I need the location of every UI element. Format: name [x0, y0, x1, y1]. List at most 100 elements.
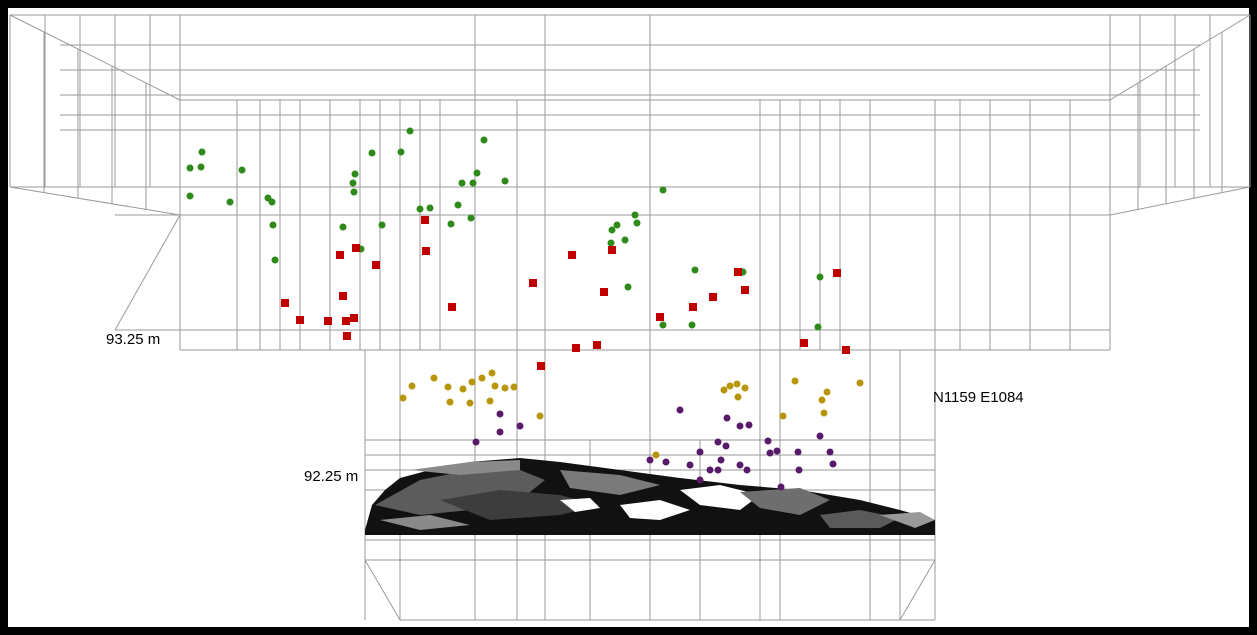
find-marker	[409, 383, 416, 390]
find-marker	[608, 246, 616, 254]
find-marker	[339, 292, 347, 300]
find-marker	[780, 413, 787, 420]
find-marker	[842, 346, 850, 354]
find-marker	[489, 370, 496, 377]
find-marker	[568, 251, 576, 259]
find-marker	[653, 452, 660, 459]
find-marker	[647, 457, 654, 464]
find-marker	[352, 244, 360, 252]
find-marker	[830, 461, 837, 468]
find-marker	[467, 400, 474, 407]
grid-location-label: N1159 E1084	[933, 389, 1024, 406]
find-marker	[572, 344, 580, 352]
find-marker	[511, 384, 518, 391]
find-marker	[281, 299, 289, 307]
find-marker	[336, 251, 344, 259]
find-marker	[445, 384, 452, 391]
find-marker	[727, 383, 734, 390]
find-marker	[473, 439, 480, 446]
find-marker	[447, 399, 454, 406]
find-marker	[765, 438, 772, 445]
find-marker	[342, 317, 350, 325]
find-marker	[857, 380, 864, 387]
find-marker	[481, 137, 488, 144]
find-marker	[497, 429, 504, 436]
find-marker	[529, 279, 537, 287]
find-marker	[614, 222, 621, 229]
find-marker	[187, 165, 194, 172]
find-marker	[778, 484, 785, 491]
find-marker	[199, 149, 206, 156]
find-marker	[741, 286, 749, 294]
find-marker	[497, 411, 504, 418]
find-marker	[502, 178, 509, 185]
find-marker	[632, 212, 639, 219]
find-marker	[343, 332, 351, 340]
find-marker	[407, 128, 414, 135]
find-marker	[492, 383, 499, 390]
find-marker	[687, 462, 694, 469]
find-marker	[468, 215, 475, 222]
find-marker	[689, 303, 697, 311]
find-marker	[431, 375, 438, 382]
find-marker	[517, 423, 524, 430]
find-marker	[350, 314, 358, 322]
find-marker	[715, 467, 722, 474]
find-marker	[455, 202, 462, 209]
find-marker	[448, 221, 455, 228]
find-marker	[795, 449, 802, 456]
find-marker	[469, 379, 476, 386]
find-marker	[379, 222, 386, 229]
find-marker	[660, 187, 667, 194]
find-marker	[660, 322, 667, 329]
find-marker	[697, 449, 704, 456]
find-marker	[815, 324, 822, 331]
find-marker	[270, 222, 277, 229]
find-marker	[622, 237, 629, 244]
find-marker	[746, 422, 753, 429]
find-marker	[625, 284, 632, 291]
find-marker	[774, 448, 781, 455]
find-marker	[796, 467, 803, 474]
find-marker	[400, 395, 407, 402]
find-marker	[767, 450, 774, 457]
find-marker	[709, 293, 717, 301]
find-marker	[470, 180, 477, 187]
find-marker	[821, 410, 828, 417]
find-marker	[460, 386, 467, 393]
find-marker	[372, 261, 380, 269]
find-marker	[272, 257, 279, 264]
find-marker	[744, 467, 751, 474]
find-marker	[833, 269, 841, 277]
find-marker	[715, 439, 722, 446]
find-marker	[742, 385, 749, 392]
find-marker	[819, 397, 826, 404]
find-marker	[827, 449, 834, 456]
elevation-label: 92.25 m	[304, 468, 358, 485]
find-marker	[593, 341, 601, 349]
viewport: 93.25 m 92.25 m N1159 E1084	[0, 0, 1257, 635]
find-marker	[608, 240, 615, 247]
find-marker	[537, 413, 544, 420]
find-marker	[422, 247, 430, 255]
find-marker	[737, 423, 744, 430]
find-marker	[474, 170, 481, 177]
find-marker	[656, 313, 664, 321]
find-marker	[600, 288, 608, 296]
find-marker	[352, 171, 359, 178]
find-marker	[369, 150, 376, 157]
find-marker	[724, 415, 731, 422]
find-marker	[689, 322, 696, 329]
find-marker	[417, 206, 424, 213]
find-marker	[817, 433, 824, 440]
find-marker	[824, 389, 831, 396]
find-marker	[634, 220, 641, 227]
find-marker	[537, 362, 545, 370]
find-marker	[817, 274, 824, 281]
find-marker	[427, 205, 434, 212]
elevation-label: 93.25 m	[106, 331, 160, 348]
find-marker	[324, 317, 332, 325]
find-marker	[734, 381, 741, 388]
find-marker	[734, 268, 742, 276]
find-marker	[707, 467, 714, 474]
